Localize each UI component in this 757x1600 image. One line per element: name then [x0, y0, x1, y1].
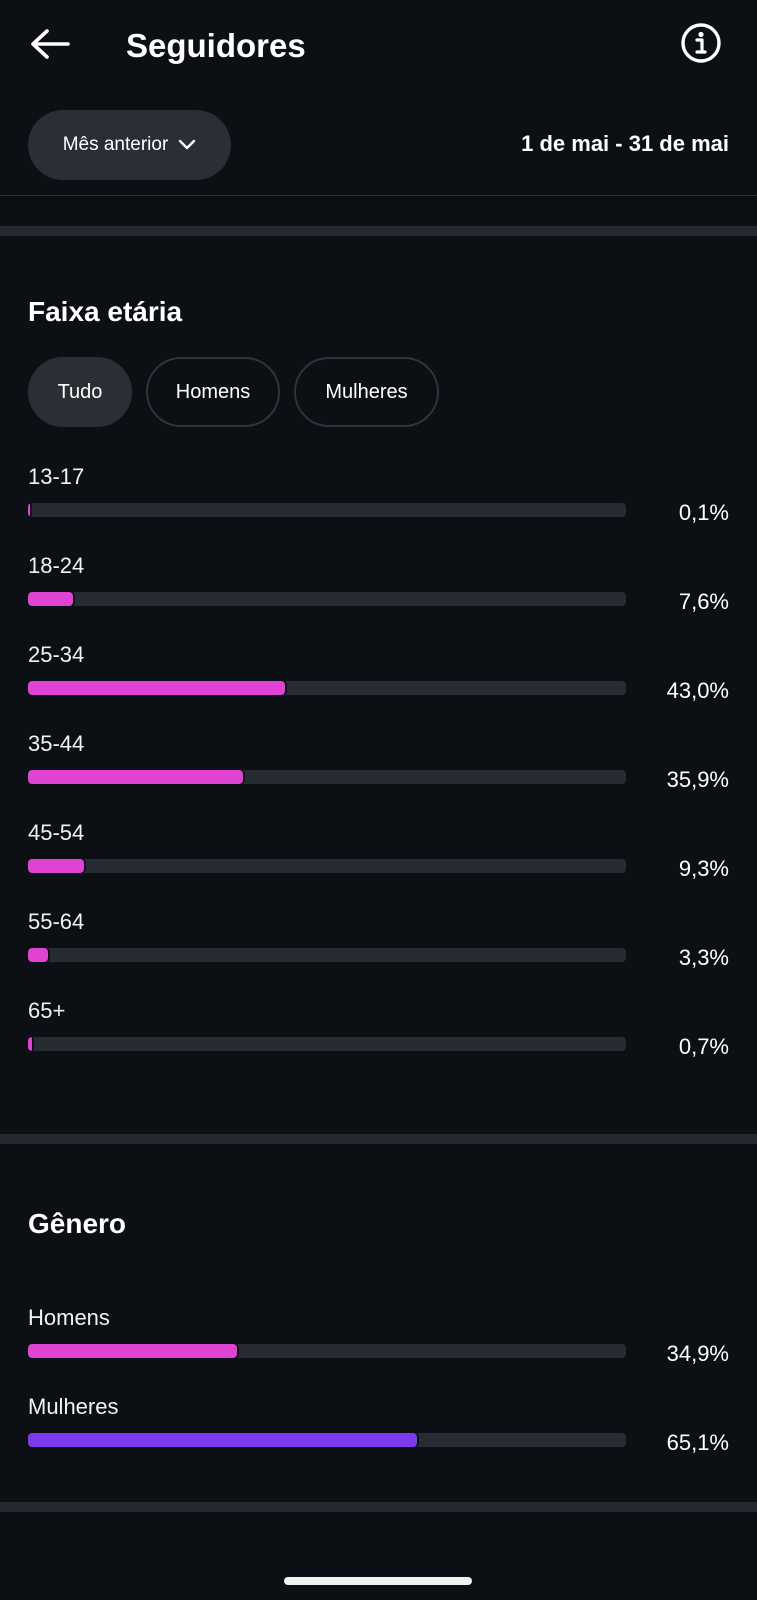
tab-label: Tudo	[57, 380, 103, 403]
bar-label: Homens	[28, 1305, 110, 1330]
gender-section-title: Gênero	[28, 1208, 127, 1239]
divider	[0, 195, 757, 196]
bar-fill	[28, 681, 286, 695]
period-label: Mês anterior	[62, 134, 169, 155]
bar-track	[28, 859, 626, 873]
bar-track	[28, 948, 626, 962]
bar-value: 7,6%	[678, 589, 729, 614]
bar-track	[28, 681, 626, 695]
tab-women[interactable]: Mulheres	[294, 357, 439, 427]
bar-value: 65,1%	[666, 1430, 729, 1455]
bar-label: Mulheres	[28, 1394, 119, 1419]
chevron-down-icon	[178, 134, 196, 156]
period-dropdown[interactable]: Mês anterior	[28, 110, 231, 180]
info-button[interactable]	[678, 22, 724, 68]
section-divider	[0, 226, 757, 236]
bar-fill	[28, 592, 74, 606]
bar-fill	[28, 503, 31, 517]
bar-label: 18-24	[28, 553, 85, 578]
bar-track	[28, 1344, 626, 1358]
bar-label: 13-17	[28, 464, 85, 489]
bar-label: 65+	[28, 998, 66, 1023]
bar-fill	[28, 948, 48, 962]
bar-fill	[28, 859, 84, 873]
tab-men[interactable]: Homens	[146, 357, 280, 427]
bar-track	[28, 1433, 626, 1447]
bar-label: 45-54	[28, 820, 85, 845]
bar-track	[28, 770, 626, 784]
bar-value: 0,1%	[678, 500, 729, 525]
top-app-bar: Seguidores	[0, 0, 757, 90]
bar-track	[28, 592, 626, 606]
date-range: 1 de mai - 31 de mai	[521, 131, 729, 156]
bar-label: 35-44	[28, 731, 85, 756]
bar-label: 55-64	[28, 909, 85, 934]
home-indicator[interactable]	[284, 1577, 472, 1585]
bar-value: 43,0%	[666, 678, 729, 703]
back-button[interactable]	[28, 24, 72, 68]
bar-fill	[28, 1037, 33, 1051]
tab-label: Homens	[175, 380, 251, 403]
info-icon	[680, 22, 722, 69]
arrow-left-icon	[30, 28, 70, 65]
bar-fill	[28, 770, 243, 784]
bar-value: 0,7%	[678, 1034, 729, 1059]
age-section-title: Faixa etária	[28, 296, 183, 327]
bar-value: 3,3%	[678, 945, 729, 970]
bar-value: 9,3%	[678, 856, 729, 881]
bar-value: 34,9%	[666, 1341, 729, 1366]
bar-fill	[28, 1433, 418, 1447]
tab-label: Mulheres	[325, 380, 408, 403]
section-divider	[0, 1502, 757, 1512]
page-title: Seguidores	[126, 27, 306, 64]
bar-track	[28, 503, 626, 517]
tab-all[interactable]: Tudo	[28, 357, 132, 427]
bar-label: 25-34	[28, 642, 85, 667]
bar-track	[28, 1037, 626, 1051]
filter-row: Mês anterior 1 de mai - 31 de mai	[0, 108, 757, 180]
bar-fill	[28, 1344, 237, 1358]
section-divider	[0, 1134, 757, 1144]
bar-value: 35,9%	[666, 767, 729, 792]
